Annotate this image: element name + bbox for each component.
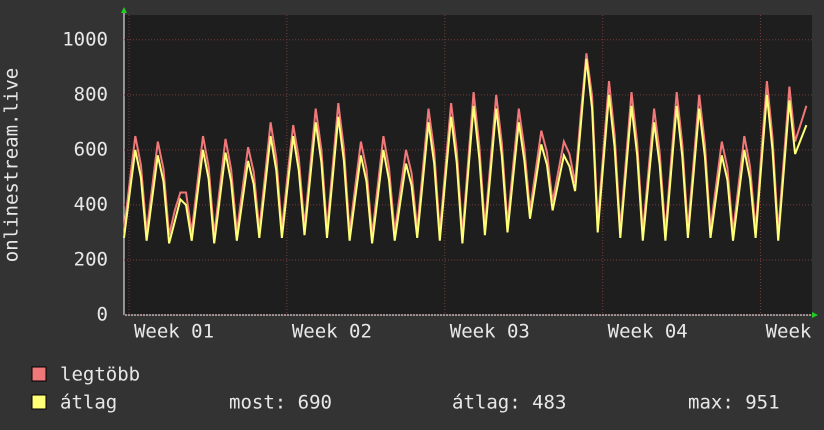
x-tick-label: Week [766, 321, 812, 343]
x-tick-label: Week 03 [450, 321, 530, 343]
y-tick-label: 400 [74, 193, 108, 215]
x-tick-label: Week 01 [134, 321, 214, 343]
legend-label: átlag [60, 392, 117, 414]
x-tick-label: Week 04 [608, 321, 688, 343]
y-tick-label: 600 [74, 138, 108, 160]
legend-swatch [31, 366, 47, 382]
legend-stat: most: 690 [229, 392, 332, 414]
legend-stat: átlag: 483 [452, 392, 566, 414]
y-axis-label: onlinestream.live [1, 68, 23, 262]
legend-stat: max: 951 [688, 392, 780, 414]
series-line [123, 58, 808, 244]
y-tick-label: 800 [74, 83, 108, 105]
x-arrow [812, 312, 818, 318]
y-tick-label: 1000 [62, 28, 108, 50]
y-tick-label: 200 [74, 248, 108, 270]
y-arrow [121, 7, 127, 13]
y-tick-label: 0 [97, 304, 108, 326]
legend-label: legtöbb [60, 364, 140, 386]
legend-swatch [31, 394, 47, 410]
x-tick-label: Week 02 [292, 321, 372, 343]
